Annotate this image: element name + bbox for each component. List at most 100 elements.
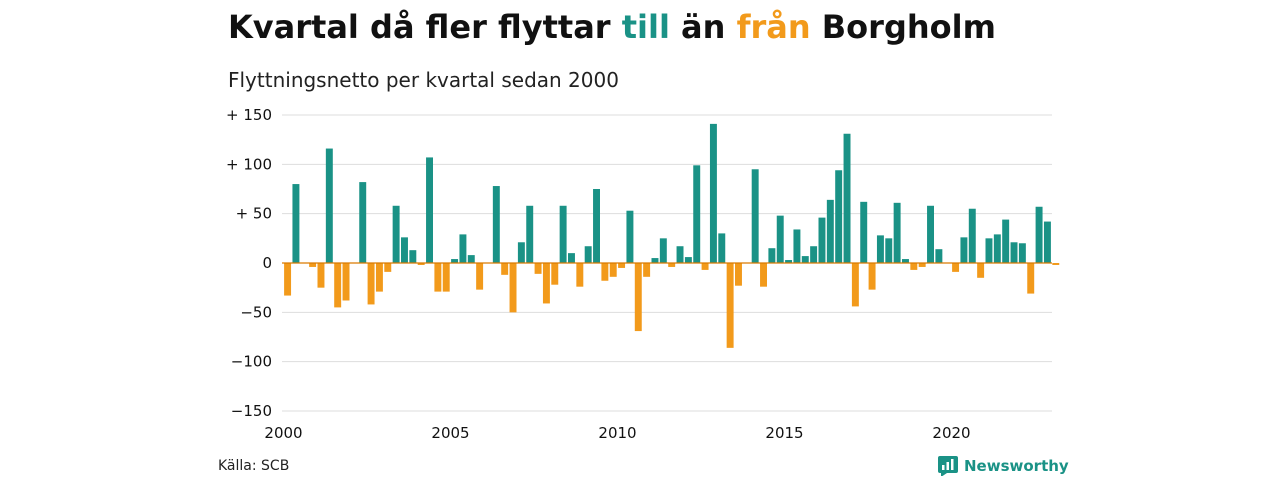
bar [1052, 263, 1060, 265]
bar [451, 259, 459, 263]
bar [960, 237, 968, 263]
bar [442, 263, 450, 292]
bar [542, 263, 550, 304]
bar [325, 148, 333, 263]
bar [902, 259, 909, 263]
bar [709, 123, 717, 263]
y-tick-label: + 150 [226, 106, 272, 124]
title-word-till: till [621, 8, 670, 46]
bar [584, 246, 592, 263]
bar [284, 263, 292, 296]
x-tick-label: 2005 [431, 424, 469, 442]
bar [968, 208, 976, 263]
bar [426, 157, 433, 263]
title-word-fran: från [736, 8, 811, 46]
bar [835, 170, 843, 263]
bar [618, 263, 626, 268]
bar [359, 182, 367, 263]
bar [668, 263, 676, 267]
bar [893, 202, 901, 263]
bar [601, 263, 609, 281]
bar [501, 263, 509, 275]
bar [726, 263, 734, 348]
bar [1027, 263, 1035, 294]
bar [851, 263, 859, 307]
source-label: Källa: SCB [218, 458, 290, 474]
bar [952, 263, 960, 272]
bar [868, 263, 876, 290]
bar [818, 217, 826, 263]
bar [375, 263, 383, 292]
bar [434, 263, 442, 292]
bar [985, 238, 993, 263]
bar [760, 263, 767, 287]
title-part-2: än [669, 8, 737, 46]
bar [417, 263, 425, 265]
bar [693, 165, 701, 263]
newsworthy-logo-icon [938, 456, 958, 476]
bar [910, 263, 918, 270]
y-tick-label: + 100 [226, 155, 272, 173]
chart-subtitle: Flyttningsnetto per kvartal sedan 2000 [228, 68, 619, 92]
bar [810, 246, 818, 263]
bar [1043, 221, 1051, 263]
x-tick-label: 2015 [765, 424, 803, 442]
bar [384, 263, 392, 272]
bar [768, 248, 776, 263]
bar [935, 249, 943, 263]
bar [1035, 206, 1043, 263]
bar [593, 189, 600, 263]
bar [334, 263, 342, 308]
bar [568, 253, 575, 263]
bar [684, 257, 692, 263]
x-tick-label: 2000 [264, 424, 302, 442]
bar [517, 242, 525, 263]
bar [659, 238, 667, 263]
y-tick-label: −150 [231, 402, 272, 420]
y-tick-label: + 50 [236, 205, 272, 223]
title-part-1: Kvartal då fler flyttar [228, 8, 622, 46]
bar [559, 205, 567, 263]
bar [459, 234, 467, 263]
x-tick-label: 2020 [932, 424, 970, 442]
bar [701, 263, 709, 270]
bar [342, 263, 350, 301]
bar [843, 133, 851, 263]
bar [551, 263, 559, 285]
bar [927, 205, 934, 263]
bar [776, 215, 784, 263]
y-tick-label: −50 [240, 303, 272, 321]
brand-logo: Newsworthy [938, 456, 1069, 476]
brand-name: Newsworthy [964, 457, 1069, 475]
bar [634, 263, 642, 332]
bar [977, 263, 985, 278]
bar [718, 233, 726, 263]
bar [643, 263, 651, 277]
bar [793, 229, 801, 263]
bar [1018, 243, 1026, 263]
bar [492, 186, 500, 263]
bar [885, 238, 893, 263]
bar [918, 263, 926, 267]
y-tick-label: −100 [231, 353, 272, 371]
y-tick-label: 0 [262, 254, 272, 272]
bar [576, 263, 584, 287]
bar [1010, 242, 1018, 263]
chart-title: Kvartal då fler flyttar till än från Bor… [228, 8, 996, 46]
bar [1002, 219, 1010, 263]
bar [476, 263, 484, 290]
bar [401, 237, 408, 263]
bar [826, 199, 834, 263]
bar [526, 205, 534, 263]
bar [876, 235, 884, 263]
bar [735, 263, 742, 286]
bar [651, 258, 659, 263]
bar [801, 256, 809, 263]
bar [860, 201, 868, 263]
bar [292, 184, 300, 263]
bar [509, 263, 517, 313]
bar [317, 263, 325, 288]
bar [467, 255, 475, 263]
bar [676, 246, 684, 263]
